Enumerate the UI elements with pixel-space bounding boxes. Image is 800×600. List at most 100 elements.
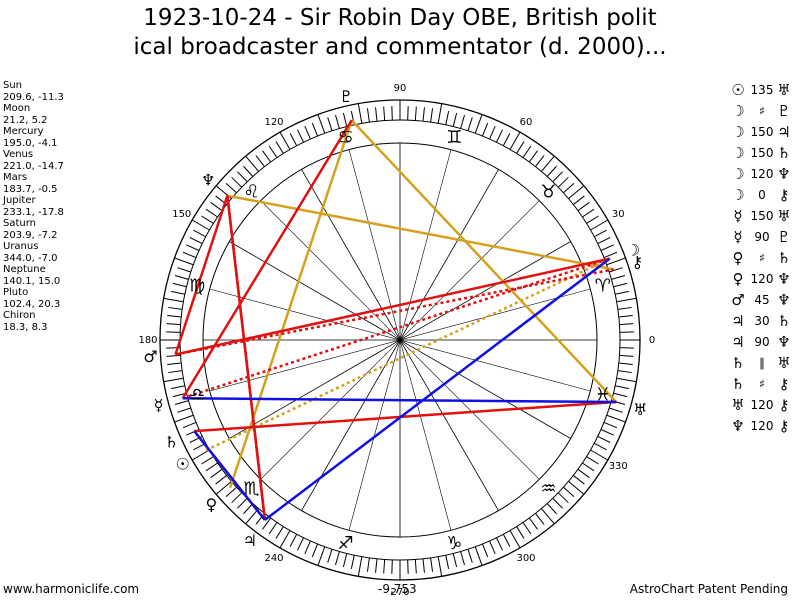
footer-patent: AstroChart Patent Pending bbox=[629, 582, 788, 596]
degree-tick bbox=[189, 236, 203, 245]
planet-name: Pluto bbox=[3, 287, 29, 298]
degree-tick bbox=[210, 202, 223, 212]
planet-glyph: ♃ bbox=[777, 123, 791, 141]
degree-tick bbox=[616, 297, 637, 303]
degree-tick bbox=[182, 421, 197, 429]
planet-name: Chiron bbox=[3, 310, 36, 321]
degree-tick bbox=[174, 414, 194, 423]
degree-tick bbox=[375, 558, 378, 573]
planet-glyph: ☽ bbox=[731, 186, 745, 204]
planet-glyph: ☉ bbox=[731, 81, 745, 99]
degree-tick bbox=[366, 108, 370, 123]
planet-position-list: Sun 209.6, -11.3 Moon 21.2, 5.2 Mercury … bbox=[3, 80, 64, 333]
degree-tick bbox=[557, 492, 569, 503]
degree-tick bbox=[582, 462, 595, 472]
degree-tick bbox=[445, 111, 450, 125]
planet-glyph: ♆ bbox=[777, 333, 791, 351]
degree-tick bbox=[430, 557, 434, 572]
degree-tick bbox=[546, 503, 557, 515]
planet-name: Venus bbox=[3, 149, 34, 160]
zodiac-sign-icon: ♑ bbox=[446, 533, 462, 554]
planet-glyph: ♃ bbox=[731, 312, 745, 330]
planet-glyph-icon: ♄ bbox=[164, 432, 178, 451]
aspect-value: 90 bbox=[754, 335, 770, 349]
aspect-row: ☽ 0 ⚷ bbox=[728, 185, 792, 206]
planet-glyph: ♄ bbox=[777, 312, 791, 330]
aspect-line bbox=[181, 119, 353, 399]
planet-glyph: ⚷ bbox=[778, 375, 790, 393]
planet-glyph: ♆ bbox=[731, 417, 745, 435]
degree-tick bbox=[335, 114, 340, 129]
planet-coords: 344.0, -7.0 bbox=[3, 252, 58, 264]
degree-tick bbox=[522, 522, 532, 535]
aspect-row: ☽ 120 ♆ bbox=[728, 164, 792, 185]
degree-tick bbox=[611, 275, 626, 280]
planet-glyph: ⚷ bbox=[778, 186, 790, 204]
degree-label: 300 bbox=[516, 553, 535, 564]
degree-tick bbox=[541, 155, 555, 172]
planet-glyph: ☽ bbox=[731, 123, 745, 141]
planet-glyph-icon: ♂ bbox=[143, 347, 157, 366]
degree-label: 90 bbox=[394, 83, 407, 94]
degree-tick bbox=[600, 244, 614, 251]
degree-tick bbox=[191, 219, 210, 231]
planet-name: Jupiter bbox=[3, 195, 36, 206]
planet-coords: 195.0, -4.1 bbox=[3, 137, 58, 149]
zodiac-sign-icon: ♐ bbox=[338, 533, 354, 554]
degree-tick bbox=[163, 377, 184, 383]
planet-glyph: ♆ bbox=[777, 291, 791, 309]
degree-tick bbox=[237, 497, 248, 509]
degree-tick bbox=[437, 556, 443, 577]
planet-glyph: ♄ bbox=[777, 249, 791, 267]
degree-tick bbox=[171, 385, 185, 390]
planet-glyph: ☽ bbox=[731, 165, 745, 183]
degree-tick bbox=[289, 133, 298, 146]
degree-tick bbox=[193, 229, 206, 238]
degree-tick bbox=[586, 456, 599, 465]
planet-glyph: ♅ bbox=[777, 354, 791, 372]
aspect-list: ☉ 135 ♅ ☽ ♯ ♇ ☽ 150 ♃ ☽ 150 ♄ ☽ 120 ♆ ☽ 0 ⚷ ☿ 150 ♅ ☿ 9… bbox=[728, 80, 792, 437]
planet-coords: 18.3, 8.3 bbox=[3, 321, 48, 333]
aspect-value: 30 bbox=[754, 314, 770, 328]
aspect-value: 135 bbox=[750, 83, 774, 97]
degree-tick bbox=[489, 540, 496, 554]
degree-tick bbox=[296, 537, 305, 551]
planet-glyph-icon: ♀ bbox=[205, 495, 217, 514]
degree-tick bbox=[342, 553, 348, 568]
planet-glyph-icon: ♅ bbox=[633, 400, 647, 419]
degree-tick bbox=[414, 559, 417, 574]
zodiac-signs: ♈ ♉ ♊ ♋ ♌ ♍ ♎ ♏ ♐ ♑ ♒ ♓ bbox=[189, 127, 611, 554]
planet-glyphs: ☉ ☽ ☿ ♀ ♂ ♃ ♄ ♅ ♆ ♇ ⚷ bbox=[143, 87, 647, 550]
degree-tick bbox=[445, 555, 450, 569]
aspect-row: ♅ 120 ⚷ bbox=[728, 395, 792, 416]
aspect-value: 120 bbox=[750, 398, 774, 412]
degree-label: 270 bbox=[390, 587, 409, 598]
degree-tick bbox=[509, 131, 521, 150]
degree-tick bbox=[186, 244, 200, 251]
planet-glyph-icon: ☿ bbox=[154, 396, 164, 415]
degree-tick bbox=[606, 414, 626, 423]
degree-tick bbox=[613, 392, 628, 398]
degree-tick bbox=[597, 236, 611, 245]
aspect-row: ♀ 120 ♆ bbox=[728, 269, 792, 290]
degree-tick bbox=[541, 508, 555, 525]
planet-glyph: ♀ bbox=[732, 270, 744, 288]
degree-tick bbox=[502, 534, 511, 547]
aspect-row: ♆ 120 ⚷ bbox=[728, 416, 792, 437]
degree-tick bbox=[563, 183, 575, 194]
degree-label: 150 bbox=[172, 209, 191, 220]
planet-glyph: ☽ bbox=[731, 144, 745, 162]
zodiac-sign-icon: ♎ bbox=[189, 384, 205, 405]
zodiac-sign-icon: ♏ bbox=[243, 478, 259, 499]
aspect-value: 150 bbox=[750, 146, 774, 160]
planet-coords: 203.9, -7.2 bbox=[3, 229, 58, 241]
degree-tick bbox=[586, 215, 599, 224]
zodiac-sign-icon: ♈ bbox=[595, 276, 611, 297]
aspect-row: ☉ 135 ♅ bbox=[728, 80, 792, 101]
degree-tick bbox=[582, 208, 595, 218]
degree-tick bbox=[245, 155, 259, 172]
zodiac-sign-icon: ♊ bbox=[446, 127, 462, 148]
degree-tick bbox=[568, 185, 585, 199]
degree-tick bbox=[573, 475, 585, 485]
degree-tick bbox=[205, 462, 218, 472]
